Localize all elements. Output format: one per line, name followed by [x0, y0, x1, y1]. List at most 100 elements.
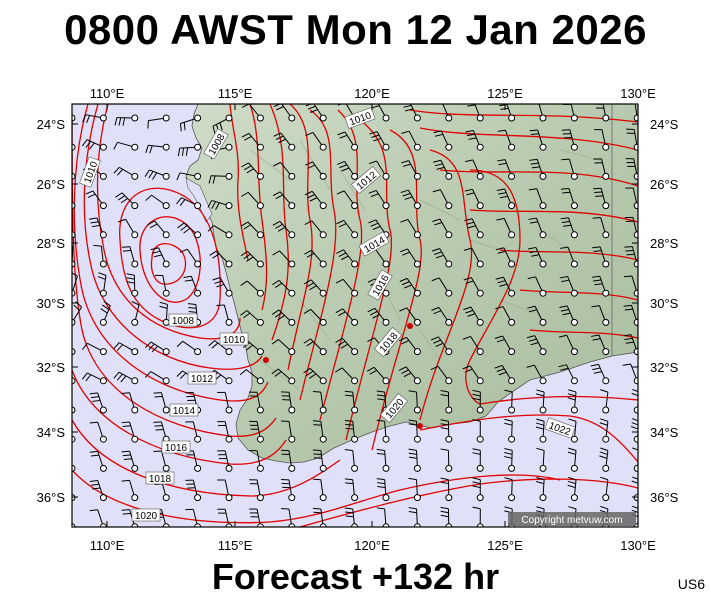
wind-barb — [626, 128, 638, 151]
wind-barb — [496, 217, 516, 239]
wind-barb — [368, 160, 390, 180]
lon-tick-label-top: 125°E — [487, 86, 523, 101]
wind-barb — [535, 418, 547, 443]
wind-barb — [561, 158, 578, 180]
wind-barb — [472, 389, 484, 414]
wind-barb — [217, 421, 233, 443]
wind-barb — [568, 418, 578, 443]
wind-barb — [526, 335, 547, 356]
wind-barb — [344, 419, 359, 443]
wind-barb — [271, 368, 296, 385]
map-title: 0800 AWST Mon 12 Jan 2026 — [64, 6, 647, 53]
wind-barb — [600, 476, 610, 502]
wind-barb — [113, 141, 139, 151]
wind-barb — [400, 189, 421, 210]
wind-barb — [273, 161, 296, 180]
wind-barb — [529, 129, 547, 151]
wind-barb — [599, 418, 610, 443]
wind-barb — [504, 389, 516, 414]
wind-barb — [241, 162, 264, 180]
wind-barb — [336, 160, 359, 180]
wind-barb — [467, 104, 484, 122]
svg-text:1010: 1010 — [223, 335, 246, 346]
region-code: US6 — [677, 576, 705, 592]
wind-barb — [367, 307, 390, 326]
lat-tick-label-right: 24°S — [650, 117, 679, 132]
wind-barb — [72, 172, 76, 180]
wind-barb — [81, 139, 107, 151]
wind-barb — [72, 377, 76, 385]
wind-barb — [303, 338, 327, 356]
wind-barb — [72, 435, 76, 443]
city-marker — [417, 423, 423, 429]
wind-barb — [212, 277, 233, 297]
wind-barb — [144, 371, 170, 385]
wind-barb — [633, 104, 638, 122]
wind-barb — [121, 421, 139, 443]
wind-barb — [528, 246, 547, 268]
wind-barb — [144, 169, 170, 180]
wind-barb — [147, 114, 170, 129]
isobar-label: 1016 — [161, 440, 191, 454]
isobar-label: 1012 — [187, 371, 217, 385]
wind-barb — [183, 275, 202, 297]
wind-barb — [150, 247, 170, 268]
wind-barb — [185, 508, 202, 527]
wind-barb — [440, 419, 453, 443]
wind-barb — [440, 448, 453, 472]
wind-barb — [593, 187, 610, 210]
wind-barb — [271, 309, 296, 326]
wind-barb — [368, 189, 390, 210]
wind-barb — [463, 247, 484, 268]
wind-barb — [93, 244, 107, 268]
wind-barb — [303, 308, 327, 326]
wind-barb — [131, 301, 140, 326]
map-frame — [71, 103, 639, 528]
wind-barb — [113, 371, 139, 385]
wind-barb — [176, 197, 202, 210]
wind-barb — [344, 390, 359, 414]
lon-tick-label-top: 115°E — [218, 86, 253, 101]
wind-barb — [305, 104, 327, 122]
wind-barb — [241, 191, 264, 210]
wind-barb — [176, 172, 202, 181]
wind-barb — [528, 188, 547, 210]
wind-barb — [72, 202, 76, 210]
wind-barb — [239, 369, 264, 385]
wind-barb — [623, 304, 638, 326]
wind-barb — [463, 306, 484, 326]
wind-barb — [408, 448, 421, 472]
wind-barb — [240, 221, 264, 239]
wind-barb — [408, 419, 421, 443]
wind-barb — [312, 449, 327, 472]
wind-barb — [177, 222, 202, 239]
wind-barb — [593, 129, 610, 151]
wind-barb — [240, 251, 264, 268]
wind-barb — [249, 479, 264, 502]
city-marker — [407, 323, 413, 329]
wind-barb — [240, 280, 264, 297]
wind-barb — [336, 249, 359, 268]
wind-barb — [590, 363, 610, 385]
wind-barb — [494, 335, 516, 356]
lat-tick-label-left: 30°S — [37, 296, 66, 311]
wind-barb — [463, 277, 484, 297]
wind-barb — [121, 392, 139, 414]
wind-barb — [504, 418, 516, 443]
svg-text:1012: 1012 — [191, 374, 214, 385]
wind-barb — [625, 158, 638, 180]
wind-barb — [273, 132, 296, 151]
wind-barb — [72, 143, 76, 151]
wind-barb — [527, 305, 547, 326]
wind-barb — [85, 190, 107, 210]
wind-barb — [72, 348, 76, 356]
wind-barb — [559, 276, 578, 297]
wind-barb — [208, 340, 233, 356]
city-marker — [263, 357, 269, 363]
wind-barb — [591, 305, 610, 326]
wind-barb — [462, 365, 484, 385]
svg-text:1020: 1020 — [135, 511, 158, 522]
wind-barb — [271, 339, 296, 356]
wind-barb — [207, 199, 233, 210]
